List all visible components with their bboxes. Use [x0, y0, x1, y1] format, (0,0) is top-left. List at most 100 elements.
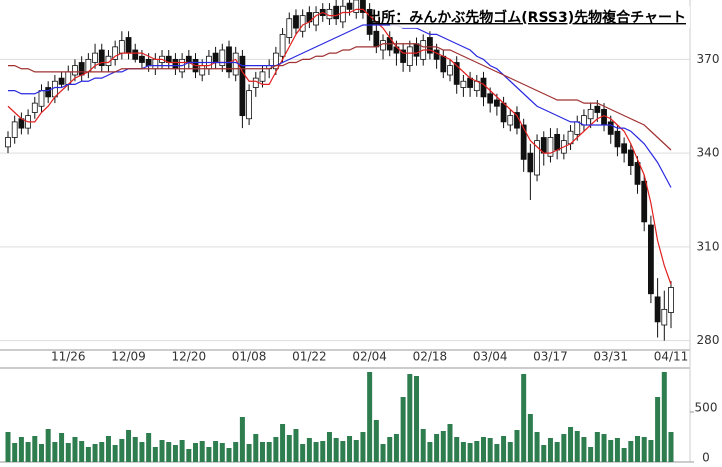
- volume-bar: [367, 372, 373, 462]
- volume-bar: [655, 397, 661, 462]
- volume-bar: [213, 441, 219, 462]
- candle-body: [279, 33, 286, 57]
- candle-body: [480, 77, 487, 98]
- volume-bar: [233, 442, 239, 462]
- candle-body: [440, 55, 447, 73]
- volume-bar: [507, 442, 513, 462]
- candle-body: [634, 162, 641, 185]
- candle-body: [199, 65, 206, 76]
- volume-bar: [139, 442, 145, 462]
- candle-body: [587, 108, 594, 120]
- candle-body: [607, 121, 614, 135]
- volume-bar: [661, 372, 667, 462]
- candle-body: [353, 0, 360, 13]
- candle-body: [11, 121, 18, 138]
- candle-body: [293, 15, 299, 29]
- volume-bar: [32, 436, 38, 462]
- candle-body: [78, 62, 85, 76]
- title-bg: [390, 6, 690, 28]
- volume-bar: [527, 414, 533, 462]
- x-tick-label: 11/26: [51, 350, 86, 364]
- volume-bar: [414, 376, 420, 462]
- candle-body: [487, 93, 494, 104]
- candle-body: [346, 2, 353, 10]
- volume-bar: [554, 442, 560, 462]
- volume-bar: [434, 434, 440, 462]
- volume-bar: [253, 434, 259, 462]
- candle-body: [641, 180, 648, 223]
- candle-body: [333, 5, 340, 20]
- candle-body: [259, 71, 266, 82]
- volume-bar: [393, 434, 399, 462]
- x-tick-label: 01/08: [232, 350, 267, 364]
- candle-body: [668, 287, 674, 313]
- candle-body: [493, 99, 500, 107]
- volume-bar: [480, 437, 486, 462]
- candle-body: [413, 43, 420, 57]
- volume-bar: [380, 444, 386, 462]
- volume-tick-label: 0: [702, 451, 710, 465]
- volume-bar: [79, 441, 85, 462]
- volume-bar: [65, 443, 71, 462]
- volume-bar: [608, 440, 614, 462]
- candle-body: [326, 8, 333, 20]
- candle-body: [661, 308, 668, 326]
- x-tick-label: 03/04: [473, 350, 508, 364]
- volume-bar: [581, 437, 587, 462]
- candle-body: [520, 124, 527, 160]
- volume-bar: [259, 442, 265, 462]
- candle-body: [654, 296, 661, 323]
- volume-bar: [306, 438, 312, 462]
- volume-bar: [273, 437, 279, 462]
- volume-bar: [501, 436, 507, 462]
- candle-body: [152, 58, 159, 70]
- volume-bar: [641, 437, 647, 462]
- candle-body: [460, 80, 467, 88]
- volume-bar: [18, 437, 24, 462]
- volume-bar: [179, 440, 185, 462]
- moving-average-line: [8, 24, 672, 188]
- candle-body: [547, 137, 554, 157]
- volume-bar: [59, 433, 65, 462]
- candle-body: [58, 77, 65, 85]
- candle-body: [594, 105, 601, 113]
- x-tick-label: 02/04: [352, 350, 387, 364]
- x-tick-label: 03/17: [533, 350, 568, 364]
- candle-body: [5, 137, 11, 148]
- volume-bar: [193, 443, 199, 462]
- candle-body: [139, 55, 145, 63]
- chart-title: 出所：みんかぶ先物ゴム(RSS3)先物複合チャート: [367, 9, 686, 26]
- volume-bar: [300, 444, 306, 462]
- volume-bar: [373, 420, 379, 462]
- volume-bar: [387, 437, 393, 462]
- volume-bar: [99, 442, 105, 462]
- volume-bar: [407, 374, 413, 462]
- volume-bar: [614, 438, 620, 462]
- candle-body: [621, 143, 628, 154]
- volume-bar: [92, 444, 98, 462]
- volume-bar: [648, 440, 654, 462]
- volume-bar: [266, 442, 272, 462]
- candle-body: [534, 140, 540, 176]
- candle-body: [132, 49, 139, 60]
- volume-bar: [293, 429, 299, 462]
- candle-body: [447, 65, 453, 76]
- volume-bar: [226, 448, 232, 462]
- x-tick-label: 02/18: [413, 350, 448, 364]
- volume-bar: [521, 374, 527, 462]
- x-tick-label: 01/22: [292, 350, 327, 364]
- candle-body: [125, 37, 132, 54]
- volume-bar: [427, 442, 433, 462]
- volume-bar: [38, 444, 44, 462]
- volume-bar: [668, 432, 674, 462]
- volume-bar: [494, 444, 500, 462]
- candle-body: [112, 46, 119, 60]
- candle-body: [45, 87, 52, 98]
- candle-body: [406, 46, 413, 67]
- candle-body: [172, 58, 179, 70]
- volume-bar: [440, 431, 446, 462]
- volume-bar: [186, 449, 192, 462]
- volume-bar: [119, 439, 125, 462]
- volume-bar: [568, 427, 574, 462]
